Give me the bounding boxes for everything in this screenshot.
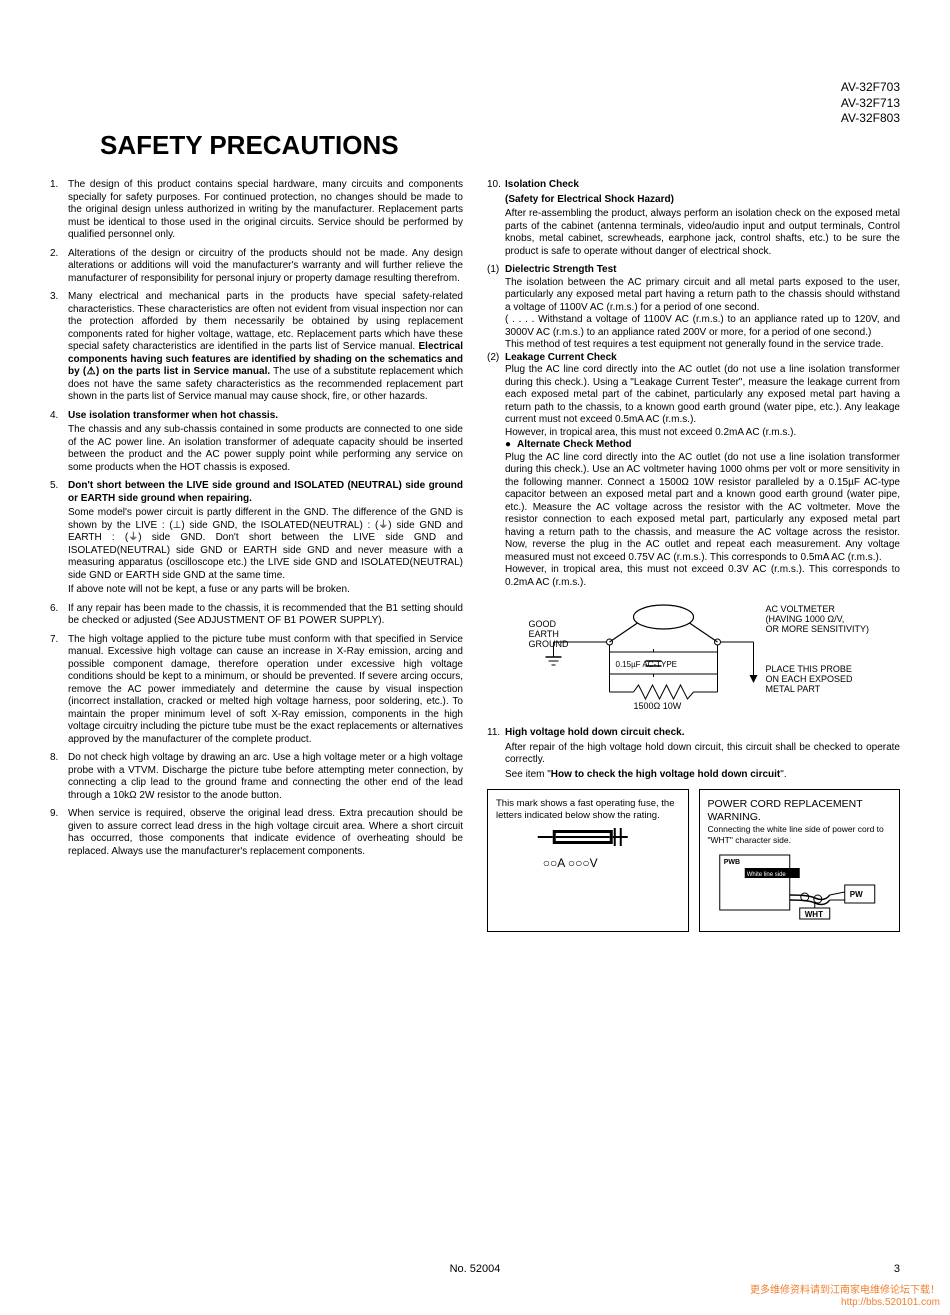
item-para: Do not check high voltage by drawing an … — [68, 752, 463, 802]
model-list: AV-32F703 AV-32F713 AV-32F803 — [841, 80, 900, 127]
item-para: The high voltage applied to the picture … — [68, 634, 463, 747]
alt-title: Alternate Check Method — [517, 439, 631, 452]
list-item: 4.Use isolation transformer when hot cha… — [50, 410, 463, 477]
item-10: 10. Isolation Check (Safety for Electric… — [487, 179, 900, 260]
model-2: AV-32F713 — [841, 96, 900, 112]
item-para: The chassis and any sub-chassis containe… — [68, 424, 463, 474]
content-columns: 1.The design of this product contains sp… — [50, 179, 900, 932]
item-para: The design of this product contains spec… — [68, 179, 463, 242]
list-item: 9.When service is required, observe the … — [50, 808, 463, 860]
bullet-icon: ● — [505, 439, 517, 452]
item-num: 3. — [50, 291, 68, 406]
item-para: Many electrical and mechanical parts in … — [68, 291, 463, 404]
sub-1: (1) Dielectric Strength Test The isolati… — [487, 264, 900, 352]
item-body: After repair of the high voltage hold do… — [505, 742, 900, 767]
sub-para: This method of test requires a test equi… — [505, 339, 900, 352]
item-para: Alterations of the design or circuitry o… — [68, 248, 463, 286]
doc-number: No. 52004 — [0, 1263, 950, 1275]
item-body: Don't short between the LIVE side ground… — [68, 480, 463, 599]
item-num: 5. — [50, 480, 68, 599]
list-item: 7.The high voltage applied to the pictur… — [50, 634, 463, 749]
item-para: Some model's power circuit is partly dif… — [68, 507, 463, 582]
item-intro: After re-assembling the product, always … — [505, 208, 900, 258]
item-num: 11. — [487, 727, 505, 783]
res-label: 1500Ω 10W — [634, 701, 682, 711]
item-11: 11. High voltage hold down circuit check… — [487, 727, 900, 783]
item-num: 1. — [50, 179, 68, 244]
item-para: Use isolation transformer when hot chass… — [68, 410, 463, 423]
good-earth-label: GOOD EARTH GROUND — [529, 619, 569, 649]
item-num: 4. — [50, 410, 68, 477]
right-column: 10. Isolation Check (Safety for Electric… — [487, 179, 900, 932]
sub-para: Plug the AC line cord directly into the … — [505, 364, 900, 427]
item-body: Do not check high voltage by drawing an … — [68, 752, 463, 804]
page-title: SAFETY PRECAUTIONS — [100, 130, 900, 161]
voltmeter-label: AC VOLTMETER (HAVING 1000 Ω/V, OR MORE S… — [766, 604, 870, 634]
svg-text:WHT: WHT — [804, 910, 822, 919]
left-column: 1.The design of this product contains sp… — [50, 179, 463, 932]
watermark: 更多维修资料请到江南家电维修论坛下载！ http://bbs.520101.co… — [750, 1285, 940, 1309]
alt-para: However, in tropical area, this must not… — [505, 564, 900, 589]
sub-para: ( . . . . Withstand a voltage of 1100V A… — [505, 314, 900, 339]
item-num: 8. — [50, 752, 68, 804]
warning-boxes: This mark shows a fast operating fuse, t… — [487, 789, 900, 932]
item-body: Many electrical and mechanical parts in … — [68, 291, 463, 406]
list-item: 1.The design of this product contains sp… — [50, 179, 463, 244]
leakage-diagram: GOOD EARTH GROUND 0.15µF AC-TYPE 1500Ω 1… — [487, 597, 900, 717]
svg-text:PWB: PWB — [723, 859, 739, 866]
list-item: 6.If any repair has been made to the cha… — [50, 603, 463, 630]
probe-label: PLACE THIS PROBE ON EACH EXPOSED METAL P… — [766, 664, 856, 694]
sub-title: Dielectric Strength Test — [505, 264, 617, 275]
sub-para: The isolation between the AC primary cir… — [505, 277, 900, 315]
sub-label: (1) — [487, 264, 505, 352]
svg-text:PW: PW — [849, 890, 862, 899]
alt-para: Plug the AC line cord directly into the … — [505, 452, 900, 565]
item-para: If above note will not be kept, a fuse o… — [68, 584, 463, 597]
page-number: 3 — [894, 1263, 900, 1275]
item-para: Don't short between the LIVE side ground… — [68, 480, 463, 505]
fuse-icon: ○○A ○○○V — [496, 822, 680, 877]
fuse-text: This mark shows a fast operating fuse, t… — [496, 798, 680, 822]
cap-text: 0.15µF AC-TYPE — [616, 660, 678, 669]
item-body: Alterations of the design or circuitry o… — [68, 248, 463, 288]
list-item: 8.Do not check high voltage by drawing a… — [50, 752, 463, 804]
cord-box: POWER CORD REPLACEMENT WARNING. Connecti… — [699, 789, 901, 932]
item-para: If any repair has been made to the chass… — [68, 603, 463, 628]
svg-text:White line side: White line side — [746, 872, 786, 878]
item-heading: High voltage hold down circuit check. — [505, 727, 684, 738]
list-item: 5.Don't short between the LIVE side grou… — [50, 480, 463, 599]
cord-diagram: PWB White line side PW WHT — [708, 850, 892, 920]
model-3: AV-32F803 — [841, 111, 900, 127]
item-num: 10. — [487, 179, 505, 260]
item-para: When service is required, observe the or… — [68, 808, 463, 858]
sub-title: Leakage Current Check — [505, 352, 617, 363]
item-see: See item "How to check the high voltage … — [505, 769, 900, 782]
watermark-cn: 更多维修资料请到江南家电维修论坛下载！ — [750, 1285, 940, 1297]
list-item: 2.Alterations of the design or circuitry… — [50, 248, 463, 288]
item-num: 7. — [50, 634, 68, 749]
item-num: 6. — [50, 603, 68, 630]
sub-2: (2) Leakage Current Check Plug the AC li… — [487, 352, 900, 590]
fuse-rating: ○○A ○○○V — [543, 856, 598, 870]
fuse-box: This mark shows a fast operating fuse, t… — [487, 789, 689, 932]
item-num: 2. — [50, 248, 68, 288]
watermark-url: http://bbs.520101.com — [750, 1297, 940, 1309]
item-subheading: (Safety for Electrical Shock Hazard) — [505, 194, 674, 205]
cord-title: POWER CORD REPLACEMENT WARNING. — [708, 798, 892, 824]
item-body: Use isolation transformer when hot chass… — [68, 410, 463, 477]
item-body: When service is required, observe the or… — [68, 808, 463, 860]
sub-para: However, in tropical area, this must not… — [505, 427, 900, 440]
list-item: 3.Many electrical and mechanical parts i… — [50, 291, 463, 406]
item-heading: Isolation Check — [505, 179, 579, 190]
item-body: The design of this product contains spec… — [68, 179, 463, 244]
item-body: If any repair has been made to the chass… — [68, 603, 463, 630]
model-1: AV-32F703 — [841, 80, 900, 96]
item-num: 9. — [50, 808, 68, 860]
cord-text: Connecting the white line side of power … — [708, 824, 892, 845]
sub-label: (2) — [487, 352, 505, 590]
item-body: The high voltage applied to the picture … — [68, 634, 463, 749]
